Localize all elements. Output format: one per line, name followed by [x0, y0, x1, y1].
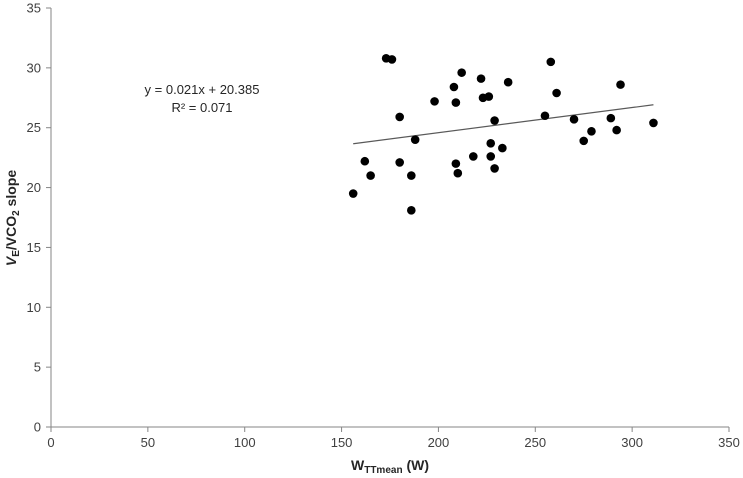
data-point: [457, 68, 466, 77]
data-point: [490, 116, 499, 125]
y-axis-label-tail: slope: [3, 170, 19, 211]
data-point: [486, 138, 496, 148]
data-point: [476, 74, 486, 83]
x-tick-label: 150: [331, 435, 353, 450]
x-tick-label: 250: [524, 435, 546, 450]
x-tick-label: 0: [47, 435, 54, 450]
trendline-r2: R² = 0.071: [171, 100, 232, 115]
y-axis-label-sub-2: 2: [11, 210, 22, 216]
data-point: [366, 171, 375, 180]
tick-labels: 0 50 100 150 200 250 300 350 0 5 10 15 20 25 30 35: [27, 1, 740, 451]
trendline: [353, 104, 654, 145]
data-point: [552, 88, 561, 98]
data-point: [569, 115, 579, 124]
data-point: [395, 112, 404, 122]
data-point: [484, 92, 494, 101]
axes: [50, 8, 729, 428]
data-point: [451, 159, 461, 168]
x-tick-label: 300: [621, 435, 643, 450]
trendline-group: [353, 104, 654, 145]
data-point: [407, 206, 416, 215]
data-point: [649, 118, 658, 128]
y-tick-label: 15: [27, 240, 41, 255]
x-tick-label: 350: [718, 435, 740, 450]
data-point: [616, 80, 625, 89]
data-point: [498, 143, 507, 153]
data-point: [430, 97, 439, 106]
y-tick-label: 10: [27, 300, 41, 315]
data-point: [395, 158, 404, 167]
x-tick-label: 50: [141, 435, 155, 450]
data-points: [348, 53, 658, 215]
data-point: [387, 55, 397, 64]
data-point: [360, 156, 370, 166]
y-axis-label: VE/VCO2 slope: [3, 170, 22, 266]
data-point: [451, 98, 461, 107]
y-axis-label-mid: /VCO: [3, 216, 19, 250]
data-point: [490, 164, 499, 173]
data-point: [606, 113, 616, 123]
y-tick-label: 0: [34, 420, 41, 435]
data-point: [410, 135, 420, 144]
y-tick-label: 25: [27, 120, 41, 135]
data-point: [579, 136, 589, 146]
y-tick-label: 5: [34, 360, 41, 375]
x-axis-label-tail: (W): [403, 457, 429, 473]
y-tick-label: 35: [27, 1, 41, 16]
data-point: [453, 168, 463, 178]
data-point: [486, 152, 496, 161]
y-tick-label: 30: [27, 60, 41, 75]
data-point: [468, 152, 478, 161]
data-point: [587, 127, 596, 136]
data-point: [612, 125, 621, 135]
y-axis-label-v: V: [3, 255, 19, 266]
data-point: [540, 111, 550, 121]
x-axis-label-sub: TTmean: [364, 465, 402, 476]
data-point: [546, 57, 556, 67]
x-tick-label: 100: [234, 435, 256, 450]
data-point: [449, 82, 459, 92]
x-axis-label-main: W: [351, 457, 365, 473]
data-point: [503, 77, 513, 87]
y-axis-label-sub-e: E: [11, 250, 22, 257]
data-point: [407, 171, 416, 180]
tick-marks: [46, 7, 730, 432]
x-axis-label: WTTmean (W): [351, 457, 429, 476]
data-point: [348, 189, 358, 198]
x-tick-label: 200: [428, 435, 450, 450]
trendline-equation: y = 0.021x + 20.385: [145, 82, 260, 97]
y-tick-label: 20: [27, 180, 41, 195]
